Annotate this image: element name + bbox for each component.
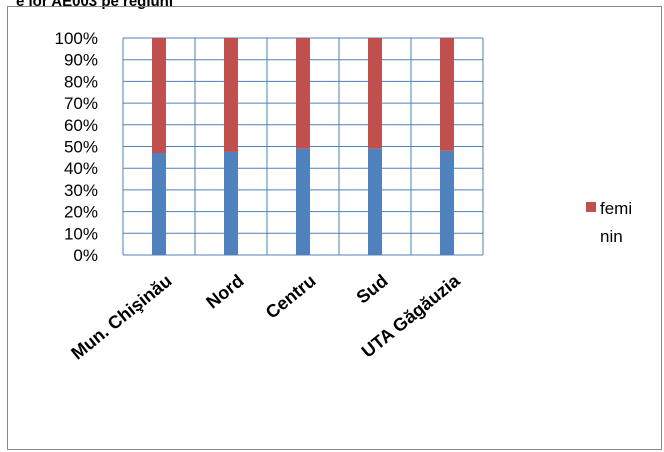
bar-feminin-2 bbox=[296, 38, 310, 149]
legend-label-feminin: nin bbox=[600, 227, 623, 246]
legend-label-feminin: femi bbox=[600, 199, 632, 218]
bar-feminin-1 bbox=[224, 38, 238, 152]
bar-series-1-3 bbox=[368, 148, 382, 255]
bars bbox=[152, 38, 454, 255]
y-tick-label: 100% bbox=[55, 29, 98, 48]
y-tick-label: 50% bbox=[64, 138, 98, 157]
y-tick-label: 90% bbox=[64, 51, 98, 70]
y-tick-label: 40% bbox=[64, 159, 98, 178]
x-category-label: Centru bbox=[262, 271, 320, 323]
bar-feminin-3 bbox=[368, 38, 382, 149]
bar-series-1-2 bbox=[296, 148, 310, 255]
y-tick-label: 30% bbox=[64, 181, 98, 200]
x-category-label: Nord bbox=[202, 271, 247, 313]
x-category-label: Mun. Chişinău bbox=[67, 271, 175, 364]
x-category-label: Sud bbox=[353, 271, 392, 308]
bar-series-1-1 bbox=[224, 151, 238, 255]
y-axis-ticks: 0% 10% 20% 30% 40% 50% 60% 70% 80% 90% 100% bbox=[55, 29, 98, 265]
chart-area bbox=[7, 6, 662, 450]
y-tick-label: 0% bbox=[73, 246, 98, 265]
y-tick-label: 20% bbox=[64, 203, 98, 222]
chart-title: e lor AE003 pe regiuni bbox=[16, 0, 173, 10]
y-tick-label: 60% bbox=[64, 116, 98, 135]
bar-feminin-4 bbox=[440, 38, 454, 151]
bar-series-1-4 bbox=[440, 150, 454, 255]
bar-series-1-0 bbox=[152, 153, 166, 255]
y-tick-label: 80% bbox=[64, 72, 98, 91]
legend: femi nin bbox=[586, 199, 632, 246]
legend-swatch-feminin bbox=[586, 202, 596, 212]
bar-feminin-0 bbox=[152, 38, 166, 154]
y-tick-label: 70% bbox=[64, 94, 98, 113]
y-tick-label: 10% bbox=[64, 224, 98, 243]
